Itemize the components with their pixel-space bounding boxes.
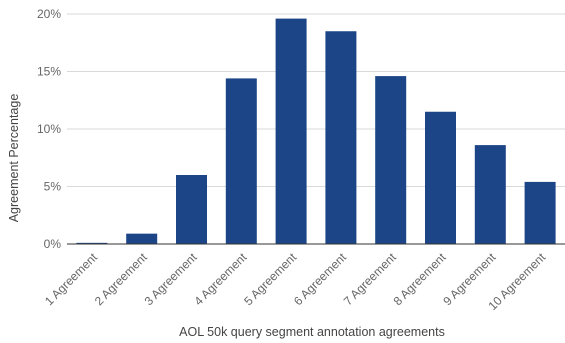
y-tick-label: 10% xyxy=(37,122,61,136)
y-tick-label: 5% xyxy=(44,180,62,194)
bar xyxy=(176,175,207,244)
bars xyxy=(76,18,556,245)
bar xyxy=(524,181,556,244)
bar xyxy=(126,233,158,244)
y-tick-label: 15% xyxy=(37,65,61,79)
bar xyxy=(325,31,357,244)
y-tick-label: 0% xyxy=(44,237,62,251)
bar xyxy=(375,76,407,244)
x-axis-label: AOL 50k query segment annotation agreeme… xyxy=(179,325,445,339)
y-tick-labels: 0% 5% 10% 15% 20% xyxy=(37,7,61,251)
bar xyxy=(474,145,506,244)
bar xyxy=(76,242,108,244)
y-tick-label: 20% xyxy=(37,7,61,21)
bar xyxy=(225,78,257,245)
y-axis-label: Agreement Percentage xyxy=(7,94,21,223)
bar xyxy=(425,111,456,244)
bar xyxy=(275,18,307,244)
